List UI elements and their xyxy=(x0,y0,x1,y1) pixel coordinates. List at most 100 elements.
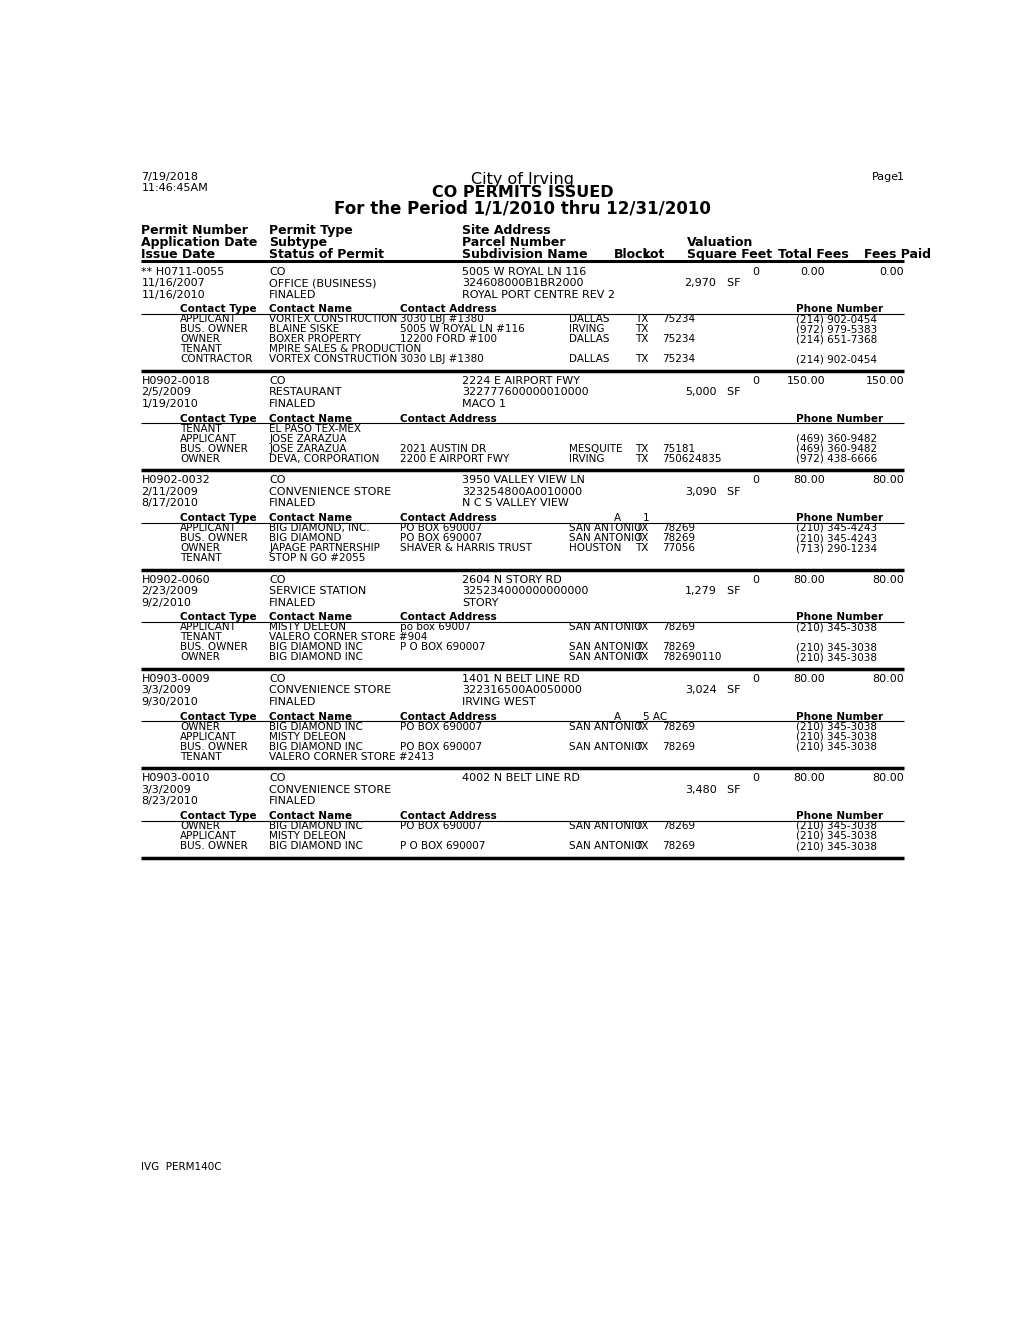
Text: (210) 345-4243: (210) 345-4243 xyxy=(795,523,875,533)
Text: Site Address: Site Address xyxy=(462,223,550,236)
Text: PO BOX 690007: PO BOX 690007 xyxy=(399,722,482,731)
Text: Contact Address: Contact Address xyxy=(399,612,496,622)
Text: Contact Type: Contact Type xyxy=(180,305,257,314)
Text: JOSE ZARAZUA: JOSE ZARAZUA xyxy=(269,434,346,444)
Text: 3,090: 3,090 xyxy=(684,487,715,496)
Text: 0: 0 xyxy=(751,774,758,783)
Text: 3030 LBJ #1380: 3030 LBJ #1380 xyxy=(399,354,484,364)
Text: A: A xyxy=(613,513,621,523)
Text: TX: TX xyxy=(635,622,648,632)
Text: Phone Number: Phone Number xyxy=(795,413,881,424)
Text: Valuation: Valuation xyxy=(687,236,753,249)
Text: Subdivision Name: Subdivision Name xyxy=(462,248,587,261)
Text: Permit Type: Permit Type xyxy=(269,223,353,236)
Text: TX: TX xyxy=(635,821,648,832)
Text: BOXER PROPERTY: BOXER PROPERTY xyxy=(269,334,361,345)
Text: 3/3/2009: 3/3/2009 xyxy=(142,685,191,696)
Text: APPLICANT: APPLICANT xyxy=(180,832,236,841)
Text: SAN ANTONIO: SAN ANTONIO xyxy=(569,821,642,832)
Text: 2/11/2009: 2/11/2009 xyxy=(142,487,198,496)
Text: APPLICANT: APPLICANT xyxy=(180,523,236,533)
Text: 77056: 77056 xyxy=(661,543,695,553)
Text: (214) 902-0454: (214) 902-0454 xyxy=(795,314,875,325)
Text: MISTY DELEON: MISTY DELEON xyxy=(269,622,346,632)
Text: APPLICANT: APPLICANT xyxy=(180,622,236,632)
Text: Lot: Lot xyxy=(642,248,664,261)
Text: 5005 W ROYAL LN 116: 5005 W ROYAL LN 116 xyxy=(462,267,586,277)
Text: 2224 E AIRPORT FWY: 2224 E AIRPORT FWY xyxy=(462,376,580,385)
Text: IVG  PERM140C: IVG PERM140C xyxy=(142,1162,222,1172)
Text: 12200 FORD #100: 12200 FORD #100 xyxy=(399,334,497,345)
Text: BUS. OWNER: BUS. OWNER xyxy=(180,533,248,543)
Text: RESTAURANT: RESTAURANT xyxy=(269,388,342,397)
Text: TX: TX xyxy=(635,533,648,543)
Text: Contact Address: Contact Address xyxy=(399,413,496,424)
Text: BIG DIAMOND INC: BIG DIAMOND INC xyxy=(269,821,363,832)
Text: BUS. OWNER: BUS. OWNER xyxy=(180,841,248,851)
Text: 80.00: 80.00 xyxy=(871,574,903,585)
Text: Contact Name: Contact Name xyxy=(269,810,353,821)
Text: P O BOX 690007: P O BOX 690007 xyxy=(399,841,485,851)
Text: po box 69007: po box 69007 xyxy=(399,622,471,632)
Text: DEVA, CORPORATION: DEVA, CORPORATION xyxy=(269,454,379,463)
Text: H0903-0010: H0903-0010 xyxy=(142,774,210,783)
Text: (210) 345-3038: (210) 345-3038 xyxy=(795,622,875,632)
Text: SAN ANTONIO: SAN ANTONIO xyxy=(569,622,642,632)
Text: 9/30/2010: 9/30/2010 xyxy=(142,697,198,708)
Text: TX: TX xyxy=(635,334,648,345)
Text: 80.00: 80.00 xyxy=(871,774,903,783)
Text: (210) 345-3038: (210) 345-3038 xyxy=(795,841,875,851)
Text: CO: CO xyxy=(269,475,285,486)
Text: 2/23/2009: 2/23/2009 xyxy=(142,586,199,597)
Text: TX: TX xyxy=(635,643,648,652)
Text: Subtype: Subtype xyxy=(269,236,327,249)
Text: 0.00: 0.00 xyxy=(800,267,824,277)
Text: 4002 N BELT LINE RD: 4002 N BELT LINE RD xyxy=(462,774,580,783)
Text: BLAINE SISKE: BLAINE SISKE xyxy=(269,325,339,334)
Text: CO PERMITS ISSUED: CO PERMITS ISSUED xyxy=(431,185,613,199)
Text: FINALED: FINALED xyxy=(269,289,316,300)
Text: (210) 345-3038: (210) 345-3038 xyxy=(795,722,875,731)
Text: 150.00: 150.00 xyxy=(786,376,824,385)
Text: STOP N GO #2055: STOP N GO #2055 xyxy=(269,553,366,564)
Text: PO BOX 690007: PO BOX 690007 xyxy=(399,821,482,832)
Text: 322777600000010000: 322777600000010000 xyxy=(462,388,588,397)
Text: 0: 0 xyxy=(751,574,758,585)
Text: 3,480: 3,480 xyxy=(684,785,715,795)
Text: Status of Permit: Status of Permit xyxy=(269,248,384,261)
Text: TX: TX xyxy=(635,444,648,454)
Text: PO BOX 690007: PO BOX 690007 xyxy=(399,742,482,751)
Text: BIG DIAMOND INC: BIG DIAMOND INC xyxy=(269,722,363,731)
Text: 11/16/2007: 11/16/2007 xyxy=(142,279,205,288)
Text: A: A xyxy=(613,711,621,722)
Text: TX: TX xyxy=(635,722,648,731)
Text: (214) 902-0454: (214) 902-0454 xyxy=(795,354,875,364)
Text: N C S VALLEY VIEW: N C S VALLEY VIEW xyxy=(462,499,569,508)
Text: OFFICE (BUSINESS): OFFICE (BUSINESS) xyxy=(269,279,376,288)
Text: IRVING WEST: IRVING WEST xyxy=(462,697,535,708)
Text: Phone Number: Phone Number xyxy=(795,810,881,821)
Text: 8/17/2010: 8/17/2010 xyxy=(142,499,198,508)
Text: CONTRACTOR: CONTRACTOR xyxy=(180,354,253,364)
Text: 323254800A0010000: 323254800A0010000 xyxy=(462,487,582,496)
Text: Application Date: Application Date xyxy=(142,236,258,249)
Text: 3/3/2009: 3/3/2009 xyxy=(142,785,191,795)
Text: (713) 290-1234: (713) 290-1234 xyxy=(795,543,875,553)
Text: FINALED: FINALED xyxy=(269,399,316,409)
Text: EL PASO TEX-MEX: EL PASO TEX-MEX xyxy=(269,424,361,434)
Text: 150.00: 150.00 xyxy=(864,376,903,385)
Text: TX: TX xyxy=(635,325,648,334)
Text: TENANT: TENANT xyxy=(180,345,221,354)
Text: OWNER: OWNER xyxy=(180,722,220,731)
Text: TENANT: TENANT xyxy=(180,553,221,564)
Text: SAN ANTONIO: SAN ANTONIO xyxy=(569,523,642,533)
Text: TX: TX xyxy=(635,543,648,553)
Text: ** H0711-0055: ** H0711-0055 xyxy=(142,267,224,277)
Text: 78269: 78269 xyxy=(661,643,695,652)
Text: 9/2/2010: 9/2/2010 xyxy=(142,598,192,607)
Text: 782690110: 782690110 xyxy=(661,652,720,663)
Text: APPLICANT: APPLICANT xyxy=(180,434,236,444)
Text: H0902-0018: H0902-0018 xyxy=(142,376,210,385)
Text: 0: 0 xyxy=(751,675,758,684)
Text: CO: CO xyxy=(269,267,285,277)
